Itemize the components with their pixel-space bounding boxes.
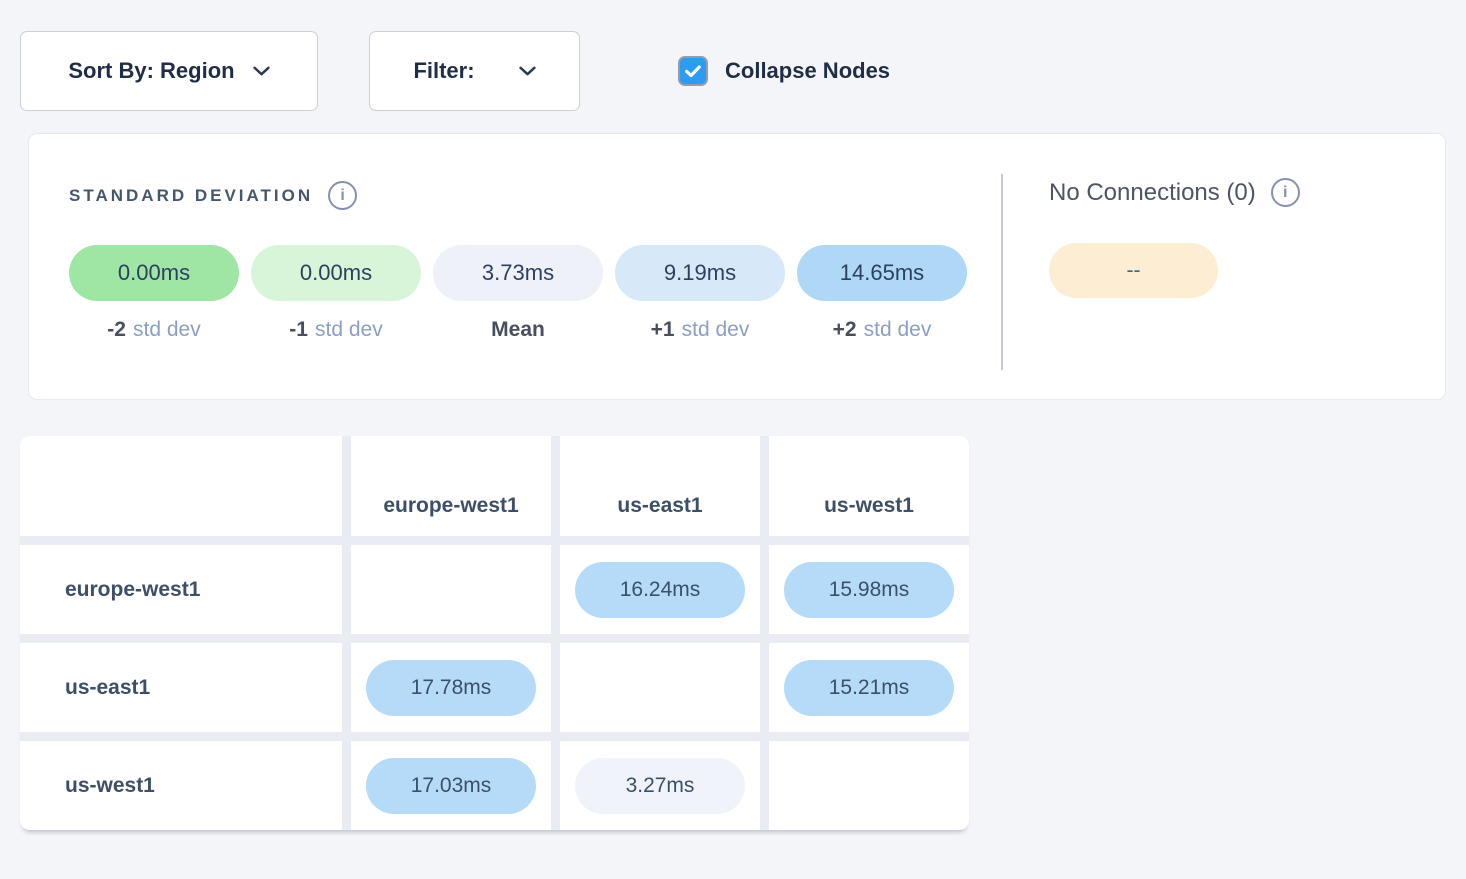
matrix-corner-cell	[20, 436, 342, 536]
no-connections-title: No Connections (0)	[1049, 178, 1256, 206]
matrix-row-label-us-east1: us-east1	[20, 643, 342, 732]
std-dev-title: STANDARD DEVIATION	[69, 185, 314, 205]
std-dev-pill-mean: 3.73ms	[433, 245, 603, 301]
latency-pill: 15.98ms	[784, 561, 954, 618]
chevron-down-icon	[518, 66, 536, 76]
std-dev-pill-plus1: 9.19ms	[615, 245, 785, 301]
no-connections-panel: No Connections (0) i --	[1003, 134, 1300, 399]
info-icon[interactable]: i	[1270, 178, 1300, 207]
std-dev-pill-minus1: 0.00ms	[251, 245, 421, 301]
legend-divider	[1001, 174, 1003, 370]
sort-by-dropdown-label: Sort By: Region	[68, 58, 235, 83]
matrix-cell-empty	[560, 643, 760, 732]
collapse-nodes-checkbox[interactable]	[678, 56, 708, 86]
matrix-col-header-europe-west1: europe-west1	[351, 436, 551, 536]
std-dev-label-plus1: +1 std dev	[650, 318, 750, 341]
matrix-cell-empty	[769, 741, 969, 830]
filter-dropdown[interactable]: Filter:	[369, 31, 580, 111]
matrix-cell: 17.03ms	[351, 741, 551, 830]
std-dev-label-mean: Mean	[491, 318, 545, 341]
latency-pill: 16.24ms	[575, 561, 745, 618]
matrix-cell: 3.27ms	[560, 741, 760, 830]
latency-pill: 17.03ms	[366, 757, 536, 814]
matrix-cell: 15.21ms	[769, 643, 969, 732]
toolbar: Sort By: Region Filter: Collapse Nodes	[20, 31, 1466, 111]
latency-pill: 15.21ms	[784, 659, 954, 716]
legend-card: STANDARD DEVIATION i 0.00ms 0.00ms 3.73m…	[28, 133, 1446, 400]
filter-dropdown-label: Filter:	[413, 58, 475, 83]
collapse-nodes-label: Collapse Nodes	[725, 58, 891, 83]
matrix-cell: 15.98ms	[769, 545, 969, 634]
std-dev-pills: 0.00ms 0.00ms 3.73ms 9.19ms 14.65ms	[69, 245, 967, 301]
std-dev-label-minus2: -2 std dev	[107, 318, 201, 341]
no-connections-pill: --	[1049, 243, 1218, 298]
latency-matrix: europe-west1 us-east1 us-west1 europe-we…	[20, 436, 969, 830]
collapse-nodes-control[interactable]: Collapse Nodes	[678, 56, 890, 86]
matrix-col-header-us-east1: us-east1	[560, 436, 760, 536]
std-dev-label-plus2: +2 std dev	[832, 318, 932, 341]
latency-pill: 3.27ms	[575, 757, 745, 814]
std-dev-pill-plus2: 14.65ms	[797, 245, 967, 301]
std-dev-panel: STANDARD DEVIATION i 0.00ms 0.00ms 3.73m…	[29, 134, 967, 399]
matrix-cell-empty	[351, 545, 551, 634]
info-icon[interactable]: i	[328, 181, 358, 210]
chevron-down-icon	[252, 66, 270, 76]
matrix-cell: 17.78ms	[351, 643, 551, 732]
sort-by-dropdown[interactable]: Sort By: Region	[20, 31, 318, 111]
matrix-row-label-europe-west1: europe-west1	[20, 545, 342, 634]
std-dev-labels: -2 std dev -1 std dev Mean +1 std dev +2 std…	[69, 318, 967, 342]
std-dev-pill-minus2: 0.00ms	[69, 245, 239, 301]
check-icon	[685, 64, 701, 77]
matrix-cell: 16.24ms	[560, 545, 760, 634]
matrix-col-header-us-west1: us-west1	[769, 436, 969, 536]
std-dev-label-minus1: -1 std dev	[289, 318, 383, 341]
matrix-row-label-us-west1: us-west1	[20, 741, 342, 830]
latency-pill: 17.78ms	[366, 659, 536, 716]
